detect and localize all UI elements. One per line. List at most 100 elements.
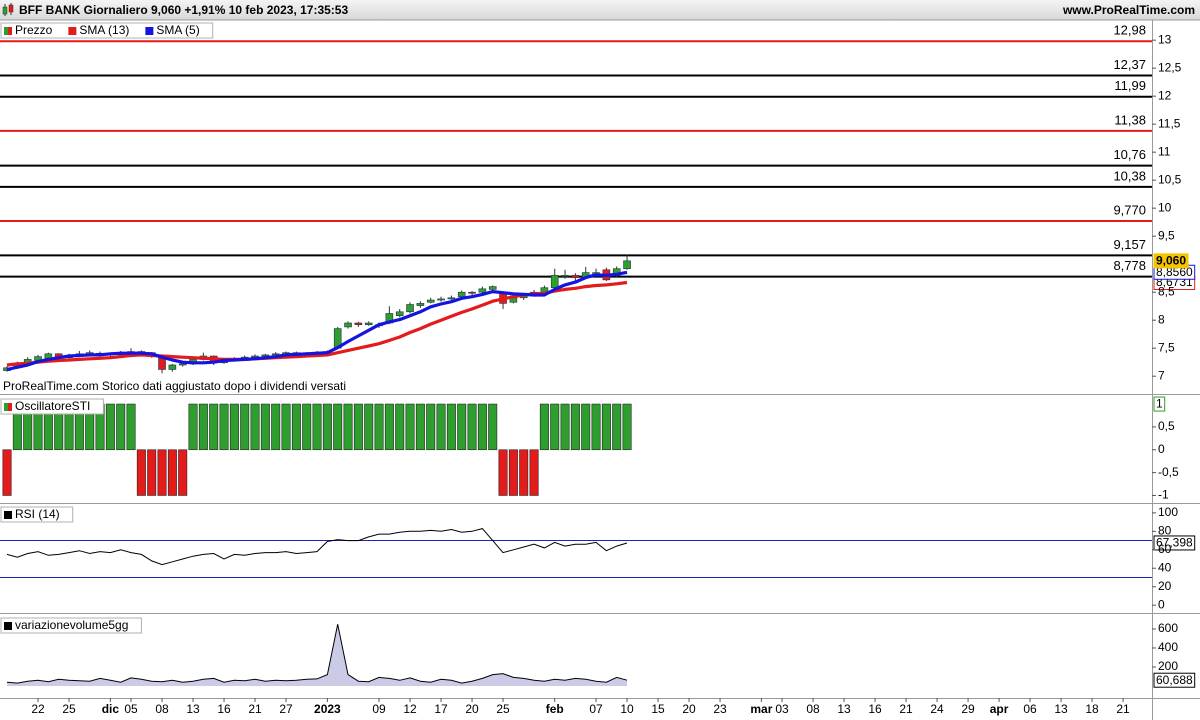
candle-body xyxy=(416,303,425,306)
oscillator-bar xyxy=(188,403,198,451)
candle-body xyxy=(344,322,352,328)
legend-icon xyxy=(8,27,12,35)
last-value-label: 1 xyxy=(1156,397,1163,411)
x-tick-label: 03 xyxy=(775,702,789,716)
x-tick-label: 12 xyxy=(403,702,417,716)
volume-line xyxy=(6,624,628,684)
y-tick-label: 10,5 xyxy=(1158,172,1182,186)
x-tick-label: 20 xyxy=(465,702,479,716)
oscillator-bar xyxy=(312,403,322,451)
y-tick-label: 0 xyxy=(1158,442,1165,456)
x-tick-label: 27 xyxy=(279,702,293,716)
x-tick-label: 2023 xyxy=(314,702,341,716)
oscillator-bar xyxy=(364,403,374,451)
x-tick-label: feb xyxy=(546,702,564,716)
last-value-tag: 9,060 xyxy=(1153,253,1189,269)
candle-body xyxy=(251,355,259,358)
candle-body xyxy=(447,297,456,300)
candle-body xyxy=(261,354,270,357)
y-tick-label: 10 xyxy=(1158,200,1172,214)
level-label: 9,157 xyxy=(1113,237,1146,252)
last-value-tag: 1 xyxy=(1153,396,1166,412)
x-tick-label: 08 xyxy=(155,702,169,716)
oscillator-bar xyxy=(519,449,529,496)
legend-label: variazionevolume5gg xyxy=(15,618,128,632)
oscillator-bar xyxy=(136,449,146,496)
y-tick-label: 13 xyxy=(1158,32,1172,46)
oscillator-bar xyxy=(457,403,467,451)
rsi-line xyxy=(6,528,628,566)
legend-icon xyxy=(8,403,12,411)
y-tick-label: 7 xyxy=(1158,368,1165,382)
y-tick-label: 600 xyxy=(1158,621,1178,635)
oscillator-bar xyxy=(539,403,549,451)
x-tick-label: 13 xyxy=(837,702,851,716)
oscillator-bar xyxy=(333,403,343,451)
oscillator-bar xyxy=(405,403,415,451)
oscillator-bar xyxy=(560,403,570,451)
oscillator-bar xyxy=(426,403,436,451)
oscillator-bar xyxy=(395,403,405,451)
legend-icon xyxy=(4,622,12,630)
legend-label: SMA (5) xyxy=(156,23,199,37)
x-tick-label: 13 xyxy=(186,702,200,716)
oscillator-bar xyxy=(281,403,291,451)
legend: OscillatoreSTI xyxy=(0,398,104,415)
oscillator-bar xyxy=(116,403,126,451)
oscillator-bar xyxy=(302,403,312,451)
y-tick-label: 12 xyxy=(1158,88,1172,102)
y-tick-label: 8,5 xyxy=(1158,284,1175,298)
candle-body xyxy=(178,363,187,366)
level-label: 11,99 xyxy=(1114,78,1146,93)
last-value-tag: 67,398 xyxy=(1153,535,1196,551)
oscillator-bar xyxy=(240,403,250,451)
last-value-label: 60,688 xyxy=(1156,673,1193,687)
oscillator-bar xyxy=(384,403,394,451)
x-tick-label: 18 xyxy=(1085,702,1099,716)
candle-body xyxy=(354,322,363,325)
candle-body xyxy=(426,299,435,303)
y-tick-label: -1 xyxy=(1158,488,1169,502)
last-value-label: 9,060 xyxy=(1156,253,1186,267)
last-value-tag: 8,8560 xyxy=(1153,264,1196,280)
header-icon xyxy=(2,3,14,16)
oscillator-bar xyxy=(178,449,188,496)
oscillator-bar xyxy=(147,449,157,496)
candle-body xyxy=(623,260,631,269)
oscillator-bar xyxy=(198,403,208,451)
candle-body xyxy=(561,275,569,277)
y-tick-label: 0,5 xyxy=(1158,419,1175,433)
candle-body xyxy=(168,364,177,370)
oscillator-bar xyxy=(105,403,115,451)
header-title: BFF BANK Giornaliero 9,060 +1,91% 10 feb… xyxy=(19,3,348,17)
x-tick-label: 15 xyxy=(651,702,665,716)
header-site[interactable]: www.ProRealTime.com xyxy=(1062,3,1195,17)
legend-icon xyxy=(145,27,154,35)
x-tick-label: 16 xyxy=(868,702,882,716)
legend-box xyxy=(0,506,74,523)
legend-label: SMA (13) xyxy=(79,23,129,37)
y-tick-label: 80 xyxy=(1158,523,1172,537)
legend: Prezzo SMA (13) SMA (5) xyxy=(0,22,214,39)
oscillator-bar xyxy=(581,403,591,451)
oscillator-bar xyxy=(291,403,301,451)
x-tick-label: 20 xyxy=(682,702,696,716)
x-tick-label: 10 xyxy=(620,702,634,716)
last-value-box xyxy=(1153,672,1196,688)
oscillator-bar xyxy=(436,403,446,451)
x-tick-label: 08 xyxy=(806,702,820,716)
level-label: 10,76 xyxy=(1113,147,1146,162)
oscillator-bar xyxy=(498,449,508,496)
oscillator-bar xyxy=(591,403,601,451)
x-tick-label: 23 xyxy=(713,702,727,716)
candle-body xyxy=(550,275,559,289)
x-tick-label: dic xyxy=(102,702,120,716)
oscillator-bar xyxy=(529,449,539,496)
y-tick-label: 9,5 xyxy=(1158,228,1175,242)
oscillator-bar xyxy=(271,403,281,451)
y-tick-label: 400 xyxy=(1158,640,1178,654)
x-tick-label: 21 xyxy=(899,702,913,716)
x-tick-label: 09 xyxy=(372,702,386,716)
x-tick-label: 21 xyxy=(1116,702,1130,716)
